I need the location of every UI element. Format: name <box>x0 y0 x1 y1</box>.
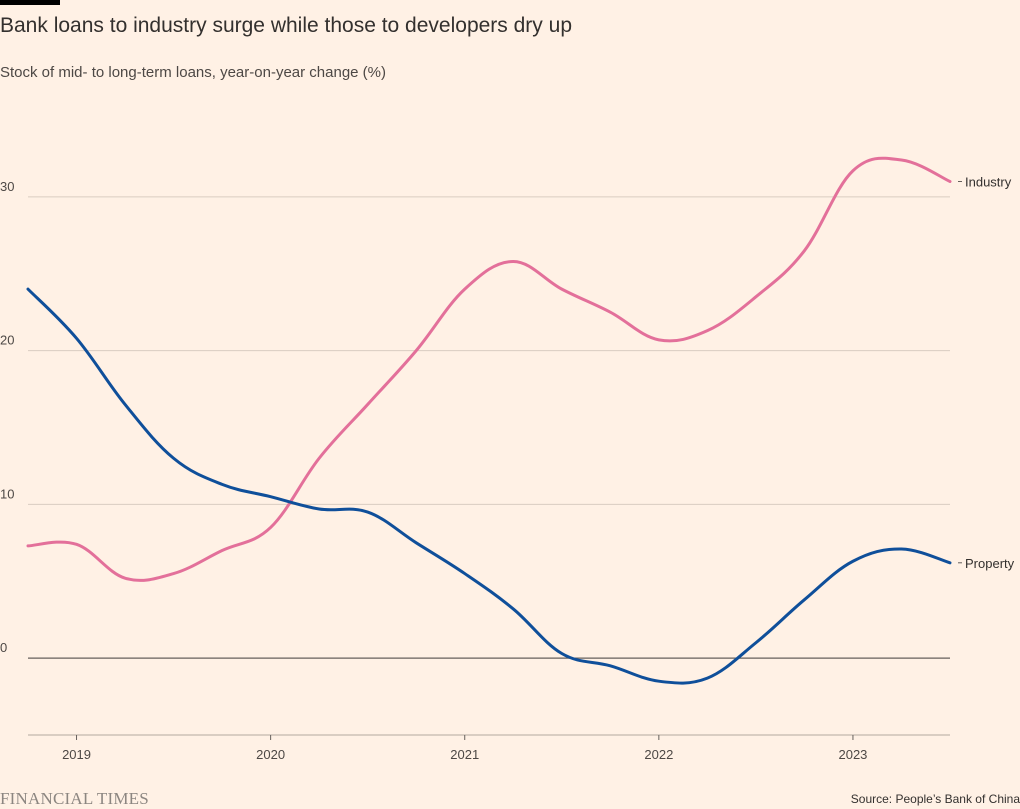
industry-series-label: Industry <box>965 175 1012 190</box>
industry-series-line <box>26 156 952 582</box>
property-series-line <box>26 287 952 685</box>
chart-subtitle: Stock of mid- to long-term loans, year-o… <box>0 64 386 81</box>
y-tick-label-10: 10 <box>0 486 14 501</box>
source-note: Source: People’s Bank of China <box>850 792 1020 806</box>
y-tick-label-0: 0 <box>0 640 7 655</box>
x-tick-label-2022: 2022 <box>644 747 673 762</box>
y-tick-label-30: 30 <box>0 179 14 194</box>
chart-title: Bank loans to industry surge while those… <box>0 14 572 37</box>
property-series-label: Property <box>965 556 1015 571</box>
y-tick-label-20: 20 <box>0 333 14 348</box>
ft-logo: FINANCIAL TIMES <box>0 789 149 808</box>
x-tick-label-2020: 2020 <box>256 747 285 762</box>
x-tick-label-2021: 2021 <box>450 747 479 762</box>
x-tick-label-2023: 2023 <box>838 747 867 762</box>
brand-bar <box>0 0 60 5</box>
x-tick-label-2019: 2019 <box>62 747 91 762</box>
